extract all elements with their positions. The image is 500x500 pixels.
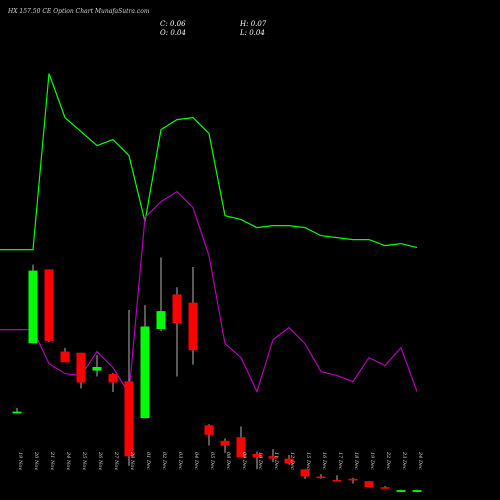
candle-body xyxy=(220,440,230,446)
open-readout: O: 0.04 xyxy=(160,29,186,37)
candle-body xyxy=(140,326,150,419)
x-tick-label: 27 Nov xyxy=(113,451,119,470)
candle-body xyxy=(380,487,390,489)
x-tick-label: 19 Dec xyxy=(369,452,375,470)
low-readout: L: 0.04 xyxy=(240,29,265,37)
candle-body xyxy=(76,352,86,383)
candle-body xyxy=(348,478,358,481)
x-tick-label: 08 Dec xyxy=(225,452,231,470)
x-tick-label: 03 Dec xyxy=(177,452,183,470)
close-readout: C: 0.06 xyxy=(160,20,186,28)
candle-body xyxy=(124,381,134,457)
candle-body xyxy=(12,411,22,414)
x-tick-label: 19 Nov xyxy=(17,452,23,470)
x-tick-label: 18 Dec xyxy=(353,452,359,470)
x-tick-label: 15 Dec xyxy=(305,452,311,470)
candle-body xyxy=(28,270,38,344)
x-tick-label: 24 Nov xyxy=(65,451,71,470)
candle-body xyxy=(396,490,406,492)
x-tick-label: 02 Dec xyxy=(161,452,167,470)
candle-body xyxy=(108,374,118,383)
candle-body xyxy=(332,480,342,482)
candle-body xyxy=(188,302,198,351)
x-tick-label: 28 Nov xyxy=(129,451,135,470)
x-tick-label: 04 Dec xyxy=(193,452,199,470)
x-tick-label: 24 Dec xyxy=(417,451,423,470)
candle-body xyxy=(252,453,262,458)
candle-body xyxy=(44,269,54,341)
high-readout: H: 0.07 xyxy=(240,20,267,28)
candle-body xyxy=(268,456,278,459)
x-tick-label: 01 Dec xyxy=(145,452,151,470)
candle-body xyxy=(236,437,246,458)
x-tick-label: 16 Dec xyxy=(321,452,327,470)
x-tick-label: 17 Dec xyxy=(337,452,343,470)
candle-body xyxy=(300,469,310,477)
x-tick-label: 25 Nov xyxy=(81,451,87,470)
x-tick-label: 22 Dec xyxy=(385,451,391,470)
candle-body xyxy=(412,490,422,492)
candle-body xyxy=(204,425,214,435)
candle-body xyxy=(156,311,166,329)
x-tick-label: 12 Dec xyxy=(289,452,295,470)
candle-body xyxy=(92,367,102,371)
candle-body xyxy=(364,481,374,488)
candle-body xyxy=(284,458,294,464)
x-tick-label: 23 Dec xyxy=(401,451,407,470)
x-tick-label: 05 Dec xyxy=(209,452,215,470)
x-tick-label: 20 Nov xyxy=(33,451,39,470)
indicator-line-1 xyxy=(0,73,418,251)
indicator-line-2 xyxy=(0,190,418,396)
candle-body xyxy=(316,476,326,479)
candle-body xyxy=(60,351,70,363)
x-tick-label: 11 Dec xyxy=(273,452,279,470)
x-tick-label: 21 Nov xyxy=(49,451,55,470)
x-tick-label: 26 Nov xyxy=(97,451,103,470)
x-tick-label: 09 Dec xyxy=(241,452,247,470)
chart-title: HX 157.50 CE Option Chart MunafaSutra.co… xyxy=(8,8,150,15)
x-tick-label: 10 Dec xyxy=(257,452,263,470)
candle-body xyxy=(172,294,182,323)
